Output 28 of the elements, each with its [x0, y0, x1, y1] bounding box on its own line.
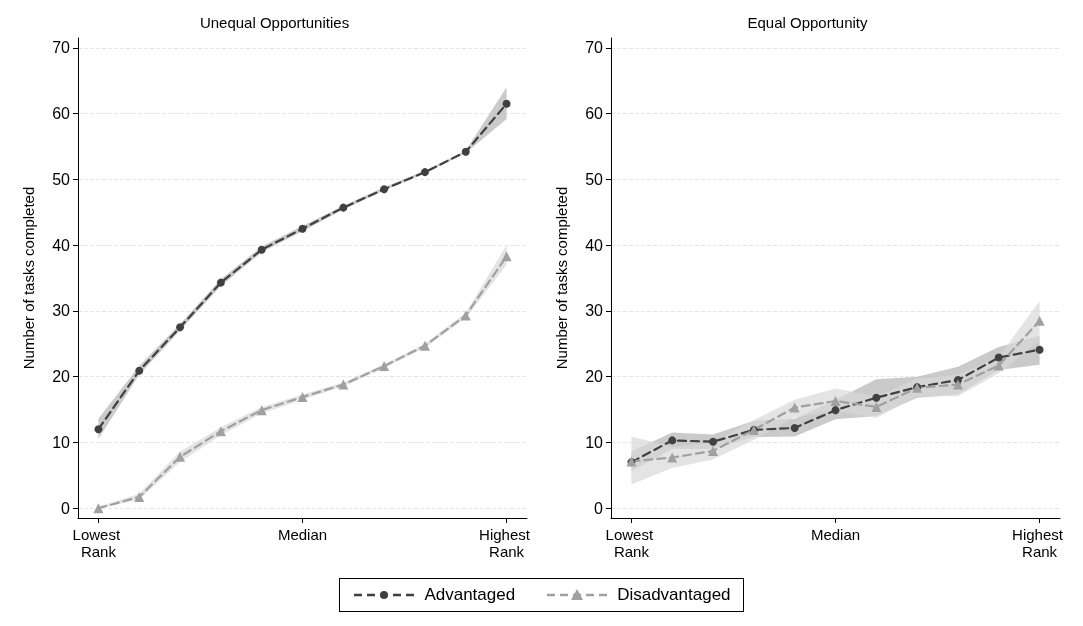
y-tick-label: 50 [585, 170, 604, 188]
y-axis-title: Number of tasks completed [553, 186, 570, 370]
x-tick-label: Median [810, 526, 861, 543]
y-tick-label: 50 [52, 170, 71, 188]
x-tick-label: Highest Rank [1012, 526, 1068, 560]
x-tick-label: Median [277, 526, 328, 543]
x-tick-label: Lowest Rank [72, 526, 125, 560]
y-tick-label: 10 [52, 433, 71, 451]
legend-label: Disadvantaged [617, 585, 731, 605]
legend-label: Advantaged [424, 585, 516, 605]
x-tick-label: Highest Rank [479, 526, 535, 560]
y-tick-label: 20 [585, 368, 604, 386]
y-tick-label: 0 [61, 499, 71, 517]
y-tick-label: 20 [52, 368, 71, 386]
chart-title: Equal Opportunity [747, 14, 869, 31]
y-tick-label: 70 [585, 39, 604, 57]
y-tick-label: 30 [52, 302, 71, 320]
y-tick-label: 40 [52, 236, 71, 254]
y-tick-label: 10 [585, 433, 604, 451]
y-tick-label: 60 [585, 105, 604, 123]
y-tick-label: 70 [52, 39, 71, 57]
y-tick-label: 0 [594, 499, 604, 517]
y-tick-label: 60 [52, 105, 71, 123]
chart-title: Unequal Opportunities [199, 14, 350, 31]
y-tick-label: 30 [585, 302, 604, 320]
x-tick-label: Lowest Rank [605, 526, 658, 560]
y-tick-label: 40 [585, 236, 604, 254]
y-axis-title: Number of tasks completed [20, 186, 37, 370]
